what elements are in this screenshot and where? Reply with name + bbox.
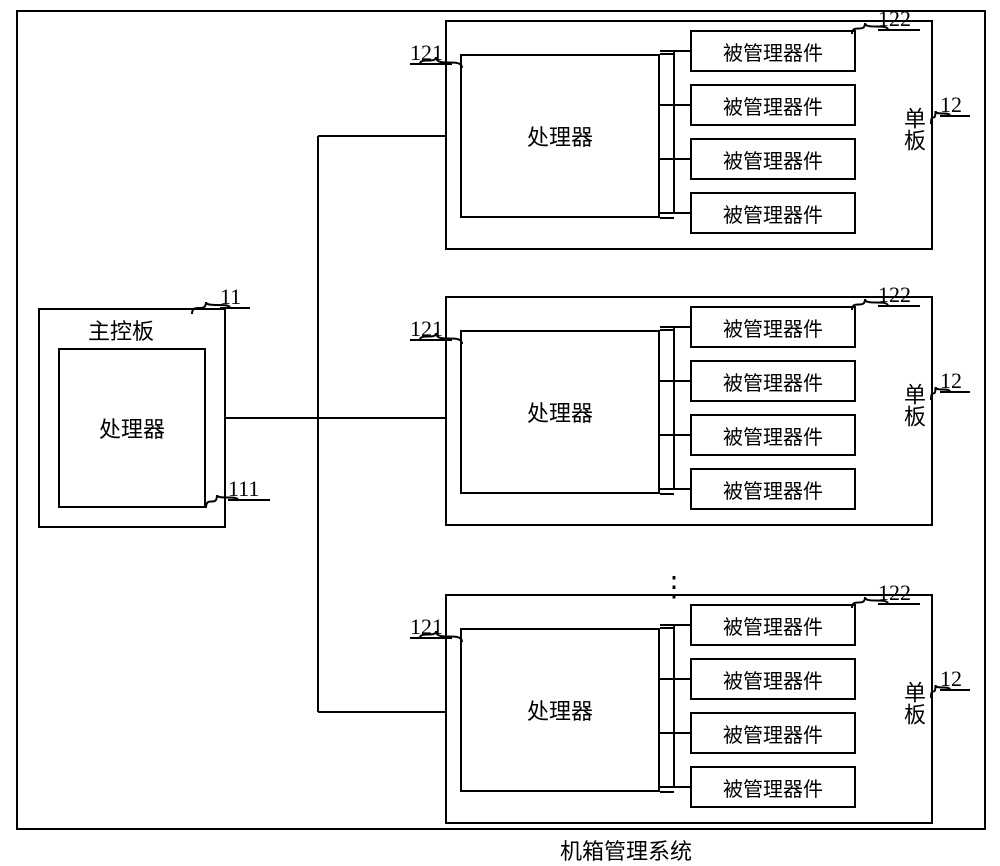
ref-121: 121 bbox=[410, 614, 443, 640]
managed-device: 被管理器件 bbox=[690, 766, 856, 808]
ref-122: 122 bbox=[878, 6, 911, 32]
managed-device: 被管理器件 bbox=[690, 306, 856, 348]
board-processor: 处理器 bbox=[460, 628, 660, 792]
ref-121: 121 bbox=[410, 40, 443, 66]
ref-122: 122 bbox=[878, 282, 911, 308]
board-label: 单板 bbox=[897, 681, 929, 725]
managed-device: 被管理器件 bbox=[690, 30, 856, 72]
ref-12: 12 bbox=[940, 666, 962, 692]
main-board-title: 主控板 bbox=[88, 314, 154, 346]
managed-device: 被管理器件 bbox=[690, 712, 856, 754]
diagram-canvas: 主控板处理器11111处理器单板被管理器件被管理器件被管理器件被管理器件1212… bbox=[0, 0, 1000, 857]
managed-device: 被管理器件 bbox=[690, 138, 856, 180]
caption: 机箱管理系统 bbox=[560, 834, 692, 866]
ref-111: 111 bbox=[228, 476, 259, 502]
board-label: 单板 bbox=[897, 383, 929, 427]
board-processor: 处理器 bbox=[460, 54, 660, 218]
managed-device: 被管理器件 bbox=[690, 658, 856, 700]
managed-device: 被管理器件 bbox=[690, 360, 856, 402]
managed-device: 被管理器件 bbox=[690, 414, 856, 456]
ref-11: 11 bbox=[220, 284, 241, 310]
managed-device: 被管理器件 bbox=[690, 604, 856, 646]
managed-device: 被管理器件 bbox=[690, 192, 856, 234]
main-board-processor: 处理器 bbox=[58, 348, 206, 508]
managed-device: 被管理器件 bbox=[690, 84, 856, 126]
board-processor: 处理器 bbox=[460, 330, 660, 494]
ref-122: 122 bbox=[878, 580, 911, 606]
board-label: 单板 bbox=[897, 107, 929, 151]
managed-device: 被管理器件 bbox=[690, 468, 856, 510]
ref-12: 12 bbox=[940, 368, 962, 394]
ref-12: 12 bbox=[940, 92, 962, 118]
vdots: ⋮ bbox=[660, 570, 688, 604]
ref-121: 121 bbox=[410, 316, 443, 342]
